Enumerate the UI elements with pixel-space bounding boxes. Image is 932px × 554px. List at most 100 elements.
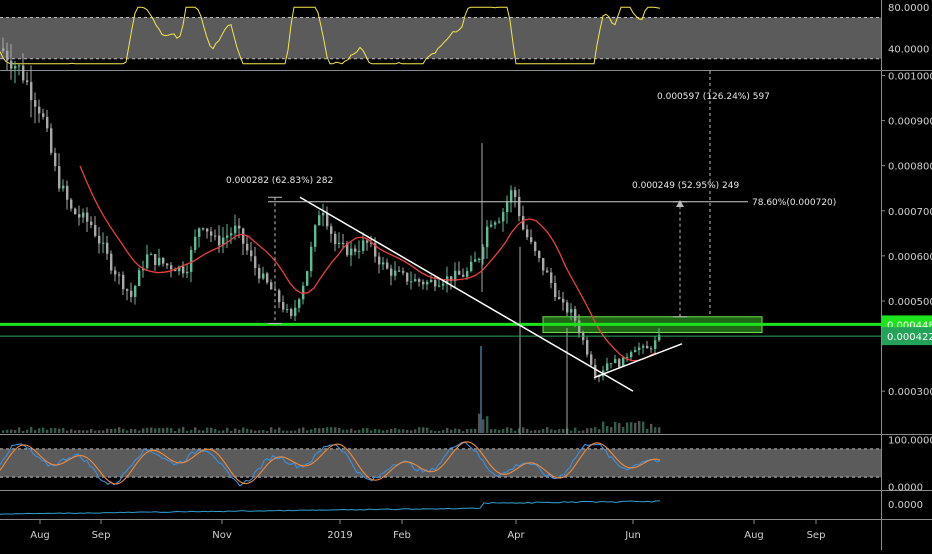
date-tick-label: Nov bbox=[212, 530, 232, 541]
candle-body bbox=[98, 235, 101, 244]
volume-bar bbox=[350, 428, 353, 433]
candle-body bbox=[250, 250, 253, 257]
volume-bar bbox=[570, 430, 573, 433]
candle-body bbox=[546, 270, 549, 273]
volume-bar bbox=[342, 429, 345, 433]
volume-bar bbox=[546, 427, 549, 433]
volume-bar bbox=[134, 429, 137, 433]
candle-body bbox=[150, 254, 153, 256]
annotation-fib-level: 78.60%(0.000720) bbox=[752, 198, 836, 208]
candle-body bbox=[554, 282, 557, 298]
candle-body bbox=[390, 268, 393, 276]
candles bbox=[2, 37, 661, 434]
candle-body bbox=[34, 100, 37, 107]
volume-bar bbox=[370, 430, 373, 433]
candle-body bbox=[130, 290, 133, 297]
volume-bar bbox=[170, 428, 173, 433]
volume-bar bbox=[82, 430, 85, 433]
candle-body bbox=[190, 249, 193, 272]
candle-body bbox=[402, 271, 405, 273]
volume-bar bbox=[502, 429, 505, 433]
candle-body bbox=[14, 66, 17, 69]
obv-line bbox=[0, 500, 661, 515]
candle-body bbox=[70, 199, 73, 209]
candle-body bbox=[566, 302, 569, 313]
volume-bar bbox=[594, 427, 597, 433]
obv-panel bbox=[0, 500, 661, 515]
candle-body bbox=[422, 281, 425, 285]
date-tick-label: Aug bbox=[744, 530, 764, 541]
candle-body bbox=[234, 225, 237, 234]
candle-body bbox=[650, 348, 653, 350]
candle-body bbox=[214, 235, 217, 237]
candle-body bbox=[430, 280, 433, 282]
candle-body bbox=[166, 263, 169, 266]
volume-bar bbox=[414, 429, 417, 433]
candle-body bbox=[538, 251, 541, 259]
volume-bar bbox=[378, 429, 381, 433]
volume-bar bbox=[202, 430, 205, 433]
date-tick-label: Jun bbox=[624, 530, 641, 541]
stoch-tick-label: 100.0000 bbox=[888, 435, 932, 446]
volume-bar bbox=[422, 427, 425, 433]
candle-body bbox=[286, 309, 289, 311]
candle-body bbox=[590, 354, 593, 365]
date-tick-label: Apr bbox=[507, 530, 525, 541]
volume-bar bbox=[26, 429, 29, 433]
downtrend-line bbox=[299, 196, 634, 392]
volume-bar bbox=[246, 428, 249, 433]
candle-body bbox=[586, 340, 589, 355]
candle-body bbox=[350, 248, 353, 256]
volume-bar bbox=[222, 430, 225, 433]
candle-body bbox=[610, 363, 613, 365]
volume-bar bbox=[266, 430, 269, 433]
candle-body bbox=[254, 256, 257, 269]
stoch-tick-label: 0.0000 bbox=[888, 483, 923, 494]
volume-bar bbox=[510, 428, 513, 433]
volume-bar bbox=[554, 430, 557, 433]
volume-bar bbox=[406, 429, 409, 433]
volume-bar bbox=[158, 427, 161, 433]
candle-body bbox=[614, 359, 617, 364]
volume-bar bbox=[90, 429, 93, 433]
date-tick-label: Sep bbox=[92, 530, 111, 541]
candle-body bbox=[102, 242, 105, 244]
volume-bar bbox=[290, 430, 293, 433]
candle-body bbox=[110, 253, 113, 271]
volume-bar bbox=[482, 419, 485, 433]
price-tick-label: 0.000900 bbox=[888, 117, 932, 128]
candle-body bbox=[522, 216, 525, 230]
candle-body bbox=[298, 299, 301, 308]
candle-body bbox=[334, 233, 337, 244]
stoch-d-line bbox=[0, 441, 661, 485]
candle-body bbox=[618, 359, 621, 367]
rsi-panel bbox=[0, 6, 881, 65]
candle-body bbox=[490, 224, 493, 227]
volume-bar bbox=[566, 428, 569, 433]
volume-bar bbox=[562, 428, 565, 433]
candle-body bbox=[570, 309, 573, 313]
candle-body bbox=[202, 228, 205, 230]
volume-bar bbox=[334, 427, 337, 433]
candle-body bbox=[118, 274, 121, 276]
volume-bar bbox=[22, 430, 25, 433]
volume-bar bbox=[630, 422, 633, 433]
candle-body bbox=[162, 257, 165, 264]
candle-body bbox=[330, 226, 333, 234]
volume-bar bbox=[126, 430, 129, 433]
candle-body bbox=[318, 215, 321, 226]
candle-body bbox=[266, 273, 269, 283]
annotation-target-move: 0.000597 (126.24%) 597 bbox=[657, 92, 770, 102]
volume-bar bbox=[14, 430, 17, 433]
volume-bar bbox=[294, 430, 297, 433]
candle-body bbox=[178, 266, 181, 272]
volume-bar bbox=[362, 428, 365, 433]
candle-body bbox=[6, 50, 9, 61]
volume-bar bbox=[214, 428, 217, 433]
volume-bar bbox=[42, 427, 45, 433]
candle-body bbox=[606, 363, 609, 371]
volume-bar bbox=[66, 430, 69, 433]
candle-body bbox=[114, 270, 117, 275]
